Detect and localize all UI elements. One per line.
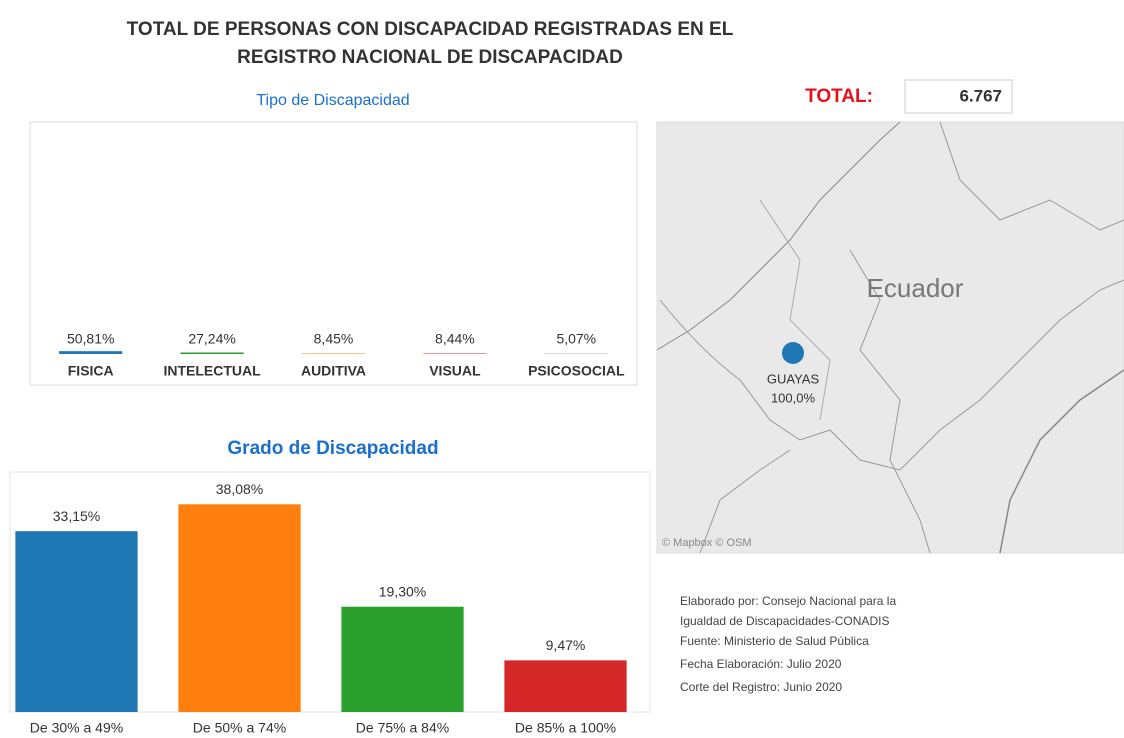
- total-label: TOTAL:: [805, 86, 873, 107]
- map-border: [849, 249, 931, 554]
- value-label: 9,47%: [546, 637, 586, 653]
- value-label: 8,44%: [435, 331, 475, 347]
- bar: [178, 504, 301, 712]
- map-border: [939, 121, 1124, 231]
- x-tick-label: FISICA: [68, 363, 114, 379]
- map-border: [759, 199, 831, 421]
- bar: [15, 531, 138, 712]
- map-point-name: GUAYAS: [767, 371, 820, 386]
- map-country: Ecuador: [867, 273, 964, 303]
- x-tick-label: AUDITIVA: [301, 363, 366, 379]
- total-value: 6.767: [959, 86, 1002, 105]
- chart-frame: [29, 121, 638, 386]
- map-point: [782, 342, 804, 364]
- chart-title: Tipo de Discapacidad: [256, 92, 409, 109]
- x-tick-label: PSICOSOCIAL: [528, 363, 625, 379]
- x-tick-label: De 85% a 100%: [515, 720, 616, 736]
- map-border: [999, 369, 1124, 554]
- x-tick-label: INTELECTUAL: [163, 363, 261, 379]
- total-box: [904, 79, 1013, 114]
- note: Corte del Registro: Junio 2020: [680, 680, 842, 694]
- map-border: [659, 279, 1124, 471]
- value-label: 27,24%: [188, 331, 235, 347]
- map-border: [699, 449, 791, 554]
- x-tick-label: VISUAL: [429, 363, 481, 379]
- bar: [504, 660, 627, 712]
- x-tick-label: De 50% a 74%: [193, 720, 286, 736]
- map-attribution: © Mapbox © OSM: [662, 537, 752, 549]
- x-tick-label: De 30% a 49%: [30, 720, 123, 736]
- note: Fuente: Ministerio de Salud Pública: [680, 634, 869, 648]
- bar: [59, 351, 123, 354]
- chart-frame: [9, 471, 651, 713]
- map-border: [656, 121, 901, 351]
- map-background: [656, 121, 1124, 554]
- bar: [341, 606, 464, 712]
- note: Fecha Elaboración: Julio 2020: [680, 657, 842, 671]
- bar: [180, 352, 244, 354]
- value-label: 33,15%: [53, 508, 100, 524]
- note: Elaborado por: Consejo Nacional para la: [680, 594, 896, 608]
- chart-title: Grado de Discapacidad: [227, 438, 438, 459]
- value-label: 5,07%: [556, 331, 596, 347]
- note: Igualdad de Discapacidades-CONADIS: [680, 614, 889, 628]
- title: REGISTRO NACIONAL DE DISCAPACIDAD: [237, 47, 623, 68]
- x-tick-label: De 75% a 84%: [356, 720, 449, 736]
- value-label: 19,30%: [379, 583, 426, 599]
- value-label: 50,81%: [67, 331, 114, 347]
- map: Ecuador GUAYAS 100,0% © Mapbox © OSM: [656, 121, 1124, 554]
- value-label: 38,08%: [216, 481, 263, 497]
- map-point-label: 100,0%: [771, 390, 816, 405]
- value-label: 8,45%: [314, 331, 354, 347]
- title: TOTAL DE PERSONAS CON DISCAPACIDAD REGIS…: [127, 19, 734, 40]
